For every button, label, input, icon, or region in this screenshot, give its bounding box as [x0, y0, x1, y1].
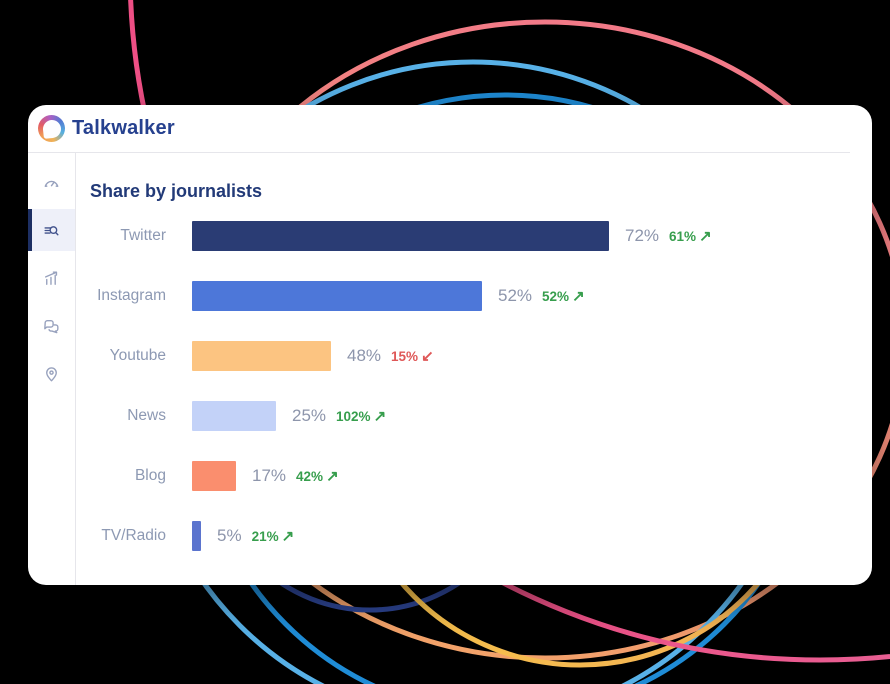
sidebar-item-listening[interactable] — [28, 209, 75, 251]
change-label: 21% — [251, 528, 279, 544]
category-label: News — [127, 407, 166, 424]
trend-up-icon: ↗ — [699, 227, 712, 245]
bar-instagram — [192, 281, 482, 311]
trend-up-icon: ↗ — [373, 407, 387, 425]
chat-bubbles-icon — [44, 319, 59, 333]
gauge-icon — [44, 180, 59, 187]
search-icon — [44, 225, 59, 235]
value-label: 48% — [347, 346, 382, 365]
chart-row-instagram: Instagram 52% 52% ↗ — [90, 281, 872, 311]
change-label: 61% — [669, 228, 697, 244]
value-label: 72% — [625, 226, 660, 245]
chart-row-youtube: Youtube 48% 15% ↙ — [90, 341, 872, 371]
value-label: 25% — [292, 406, 327, 425]
bar-blog — [192, 461, 236, 491]
bar-chart: Twitter 72% 61% ↗ Instagram 52% 52% ↗ Yo… — [90, 221, 872, 581]
change-label: 102% — [336, 408, 371, 424]
category-label: Youtube — [109, 347, 166, 364]
bar-news — [192, 401, 276, 431]
logo-mark-icon — [38, 115, 65, 142]
chart-row-twitter: Twitter 72% 61% ↗ — [90, 221, 872, 251]
category-label: Instagram — [97, 287, 166, 304]
sidebar-item-locations[interactable] — [28, 353, 75, 395]
change-label: 15% — [391, 348, 419, 364]
chart-row-news: News 25% 102% ↗ — [90, 401, 872, 431]
trend-up-icon: ↗ — [326, 467, 339, 485]
category-label: Blog — [134, 467, 166, 484]
bar-chart-icon — [45, 270, 58, 285]
trend-up-icon: ↗ — [572, 287, 585, 305]
sidebar-item-conversations[interactable] — [28, 305, 75, 347]
chart-panel: Share by journalists Twitter 72% 61% ↗ I… — [90, 152, 872, 585]
sidebar — [28, 153, 75, 585]
brand-name: Talkwalker — [72, 117, 175, 139]
sidebar-item-analytics[interactable] — [28, 257, 75, 299]
sidebar-divider — [75, 153, 76, 585]
change-label: 42% — [296, 468, 324, 484]
chart-row-tv-radio: TV/Radio 5% 21% ↗ — [90, 521, 872, 551]
app-header: Talkwalker — [28, 105, 872, 152]
bg-circle-magenta — [128, 0, 890, 663]
app-window: Talkwalker — [28, 105, 872, 585]
map-pin-icon — [46, 366, 57, 381]
trend-down-icon: ↙ — [421, 347, 434, 365]
talkwalker-logo[interactable]: Talkwalker — [38, 115, 175, 142]
trend-up-icon: ↗ — [281, 527, 295, 545]
category-label: Twitter — [120, 227, 166, 244]
change-label: 52% — [542, 288, 570, 304]
chart-title: Share by journalists — [90, 181, 263, 201]
header-divider — [28, 152, 850, 153]
value-label: 5% — [217, 526, 242, 545]
value-label: 17% — [252, 466, 287, 485]
chart-row-blog: Blog 17% 42% ↗ — [90, 461, 872, 491]
bar-twitter — [192, 221, 609, 251]
sidebar-item-dashboard[interactable] — [28, 161, 75, 203]
value-label: 52% — [498, 286, 533, 305]
category-label: TV/Radio — [101, 527, 166, 544]
bar-youtube — [192, 341, 331, 371]
bar-tv-radio — [192, 521, 201, 551]
